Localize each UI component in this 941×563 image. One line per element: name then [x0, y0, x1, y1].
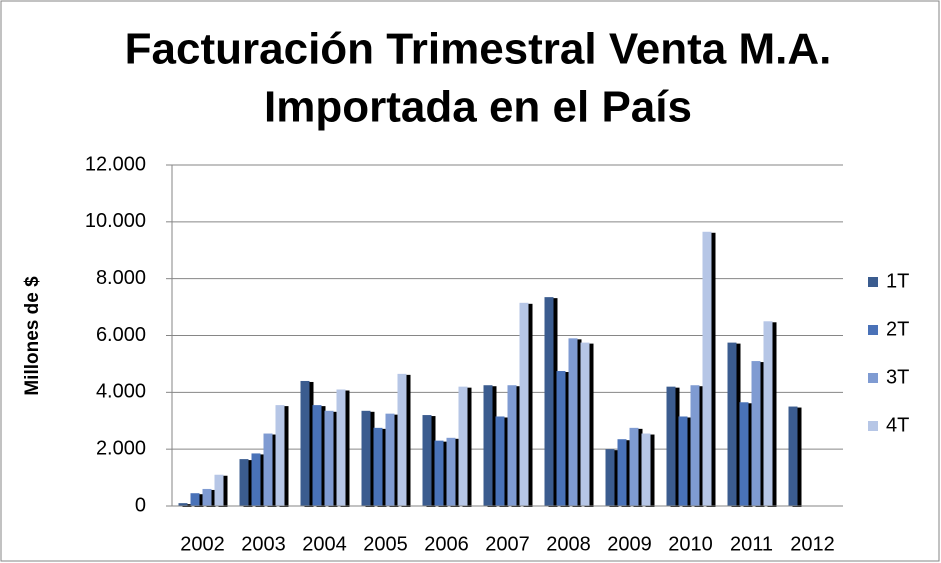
- bar: [422, 415, 432, 506]
- bar: [483, 385, 493, 506]
- bar: [605, 449, 615, 506]
- y-tick-label: 4.000: [96, 381, 146, 403]
- bar: [507, 385, 517, 506]
- bar: [239, 459, 249, 506]
- x-tick-label: 2011: [730, 533, 773, 555]
- bar: [312, 405, 322, 506]
- bar: [727, 342, 737, 506]
- bar: [361, 410, 371, 506]
- legend-label: 2T: [886, 318, 909, 340]
- bars: [178, 231, 798, 506]
- bar: [544, 297, 554, 506]
- bar: [397, 373, 407, 506]
- bar: [202, 488, 212, 506]
- x-tick-label: 2003: [241, 533, 286, 555]
- bar: [300, 380, 310, 506]
- bar: [580, 342, 590, 506]
- bar: [190, 493, 200, 506]
- bar: [275, 405, 285, 506]
- bar: [751, 361, 761, 506]
- bar: [556, 371, 566, 506]
- x-tick-label: 2007: [485, 533, 530, 555]
- bar: [458, 386, 468, 506]
- bar: [385, 413, 395, 506]
- y-tick-label: 8.000: [96, 267, 146, 289]
- y-axis-label: Millones de $: [22, 276, 43, 396]
- x-tick-label: 2009: [607, 533, 652, 555]
- bar: [251, 453, 261, 506]
- legend-label: 1T: [886, 270, 909, 292]
- bar: [641, 433, 651, 506]
- y-tick-label: 2.000: [96, 437, 146, 459]
- x-tick-label: 2004: [302, 533, 347, 555]
- y-tick-label: 6.000: [96, 324, 146, 346]
- y-tick-label: 10.000: [85, 210, 146, 232]
- bar: [446, 437, 456, 506]
- bar: [178, 503, 188, 506]
- legend-swatch: [868, 421, 878, 431]
- bar: [629, 427, 639, 506]
- legend-swatch: [868, 325, 878, 335]
- bar: [263, 433, 273, 506]
- x-tick-label: 2012: [790, 533, 835, 555]
- bar: [336, 389, 346, 506]
- bar: [739, 402, 749, 506]
- chart-title: Facturación Trimestral Venta M.A.: [125, 25, 832, 74]
- bar: [495, 416, 505, 506]
- bar: [214, 474, 224, 506]
- x-tick-label: 2005: [363, 533, 408, 555]
- x-tick-label: 2006: [424, 533, 469, 555]
- bar: [617, 439, 627, 506]
- y-tick-label: 0: [135, 494, 146, 516]
- bar: [434, 440, 444, 506]
- bar: [324, 410, 334, 506]
- legend-label: 3T: [886, 366, 909, 388]
- legend-swatch: [868, 373, 878, 383]
- bar: [690, 385, 700, 506]
- legend-swatch: [868, 277, 878, 287]
- bar: [666, 386, 676, 506]
- bar: [519, 302, 529, 506]
- y-tick-label: 12.000: [85, 153, 146, 175]
- x-tick-label: 2002: [180, 533, 225, 555]
- bar: [678, 416, 688, 506]
- bar: [568, 338, 578, 506]
- bar: [763, 321, 773, 506]
- bar: [702, 231, 712, 506]
- bar: [788, 406, 798, 506]
- bar: [373, 427, 383, 506]
- legend-label: 4T: [886, 414, 909, 436]
- x-tick-label: 2010: [668, 533, 713, 555]
- x-tick-label: 2008: [546, 533, 591, 555]
- chart-title: Importada en el País: [264, 83, 692, 132]
